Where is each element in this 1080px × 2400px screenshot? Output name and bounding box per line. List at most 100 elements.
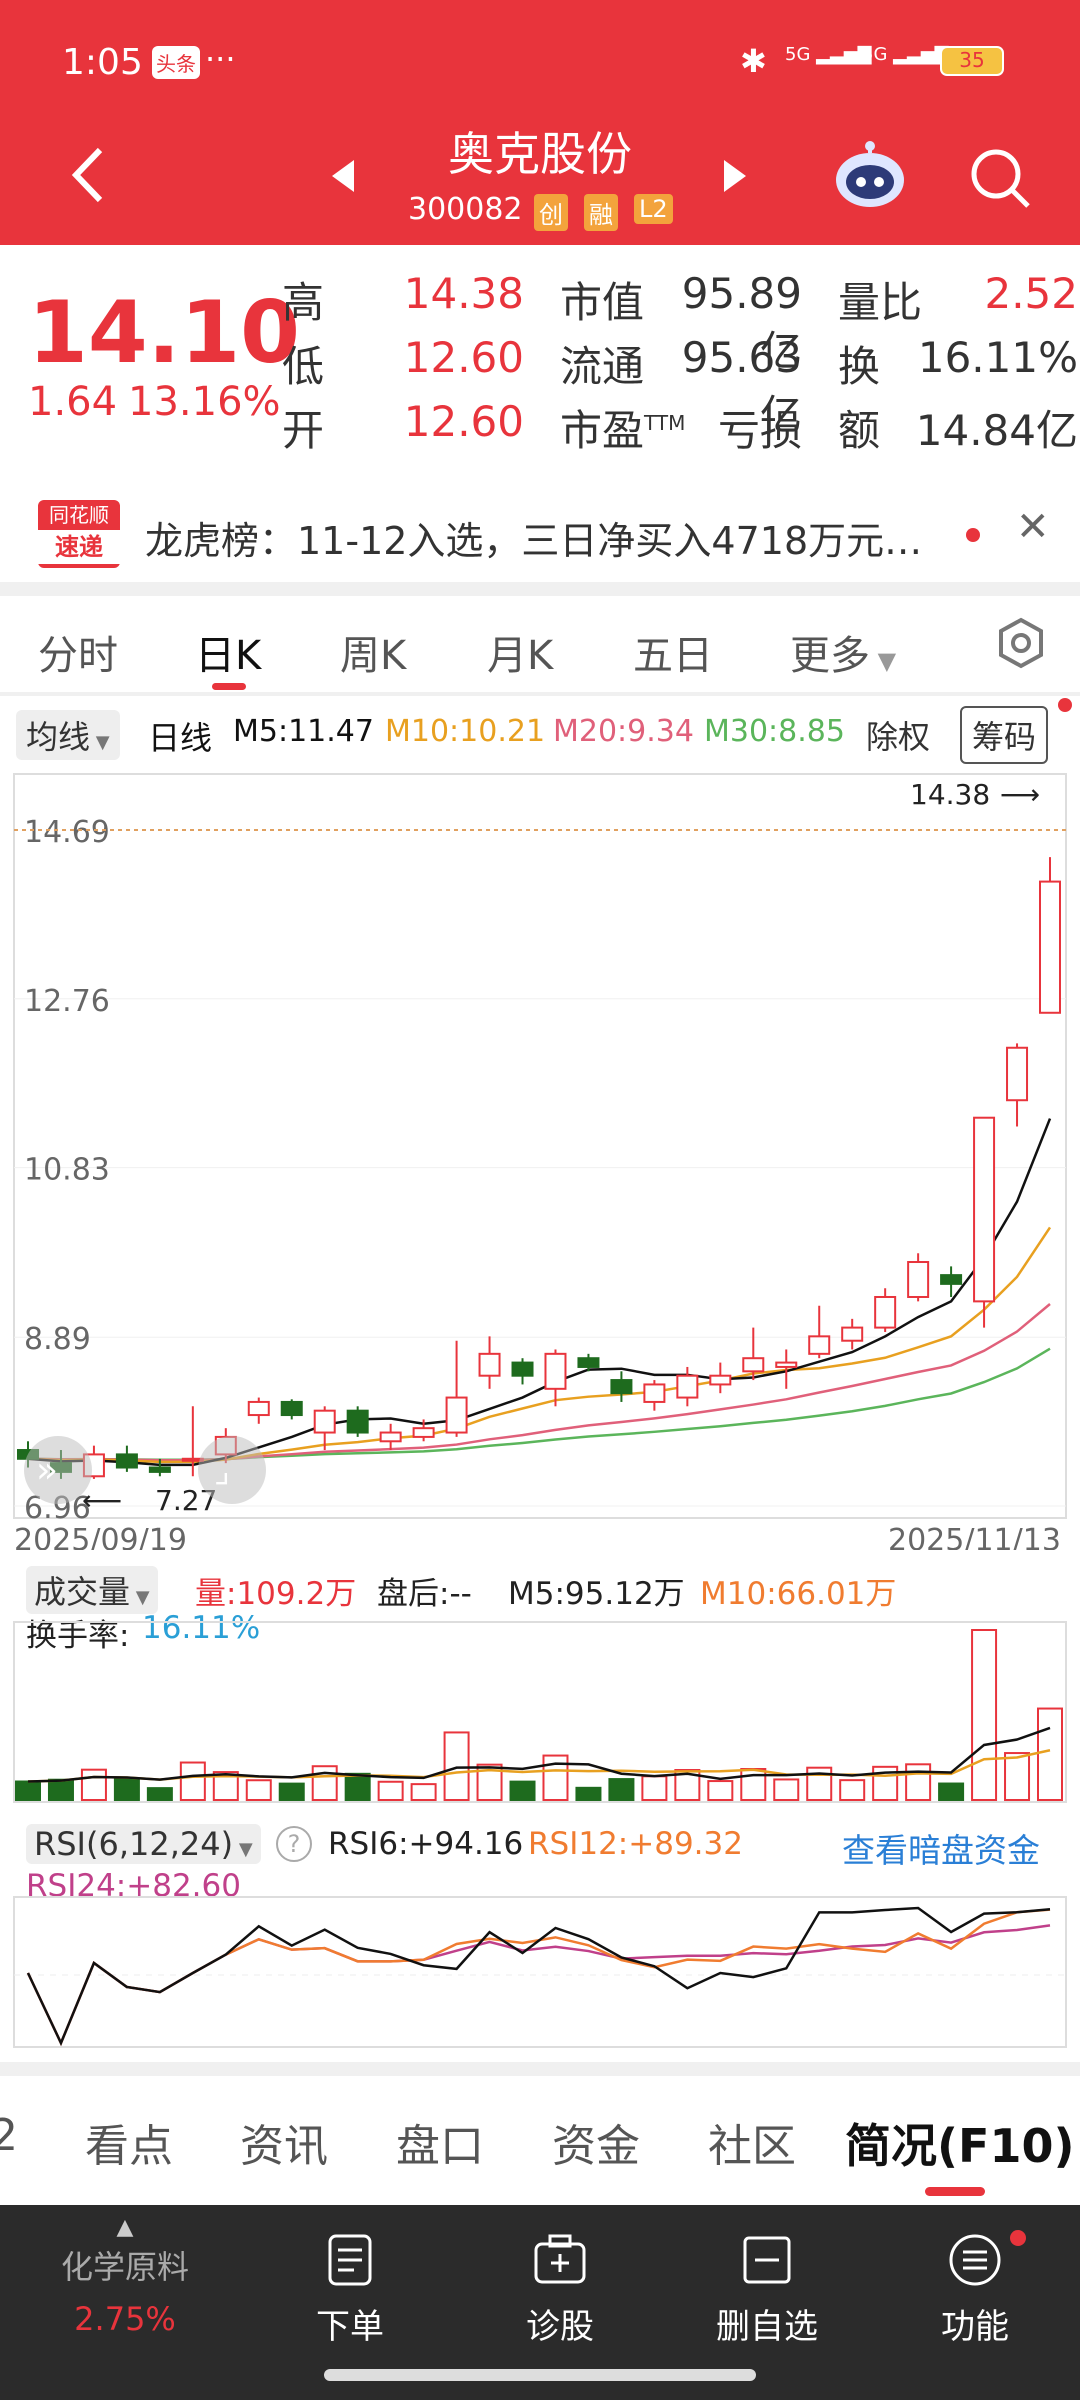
- menu-icon: [949, 2234, 1001, 2286]
- prev-stock-icon[interactable]: [330, 158, 356, 194]
- nav-order[interactable]: 下单: [275, 2230, 425, 2348]
- svg-text:⌟: ⌟: [214, 1451, 230, 1491]
- high-value: 14.38: [403, 269, 524, 318]
- news-text[interactable]: 龙虎榜：11-12入选，三日净买入4718万元…: [145, 519, 923, 563]
- candle-body: [1006, 1046, 1029, 1102]
- help-icon[interactable]: ?: [276, 1826, 312, 1862]
- chips-notif-dot: [1058, 698, 1072, 712]
- volume-bar: [47, 1778, 74, 1801]
- candle-body: [808, 1335, 831, 1355]
- dark-pool-link[interactable]: 查看暗盘资金: [842, 1831, 1040, 1870]
- tab-news[interactable]: 资讯: [240, 2121, 328, 2172]
- nav-order-label: 下单: [316, 2307, 384, 2347]
- info-tabs: 2 看点 资讯 盘口 资金 社区 简况(F10): [0, 2075, 1080, 2205]
- ma5-label: M5:11.47: [233, 714, 374, 749]
- volume-bar: [1037, 1707, 1063, 1801]
- rsi12-value: RSI12:+89.32: [528, 1826, 743, 1862]
- sector-indicator[interactable]: ▲ 化学原料 2.75%: [40, 2215, 210, 2338]
- tab-monthly-k[interactable]: 月K: [487, 633, 554, 679]
- rsi-frame: [13, 1896, 1067, 2048]
- kline-frame: [13, 773, 1067, 1519]
- candle-body: [247, 1400, 270, 1417]
- tab-active-underline: [212, 683, 246, 690]
- net2-label: 5G: [862, 44, 888, 65]
- tab-orderbook[interactable]: 盘口: [396, 2121, 484, 2172]
- tab-funds[interactable]: 资金: [552, 2121, 640, 2172]
- candle-body: [445, 1396, 468, 1434]
- candle-body: [412, 1427, 435, 1438]
- expand-chart-icon[interactable]: »: [24, 1436, 92, 1504]
- fullscreen-icon[interactable]: ⌟: [198, 1436, 266, 1504]
- chevron-up-icon: ▲: [116, 2215, 134, 2240]
- y-tick-label: 8.89: [24, 1322, 91, 1357]
- chips-button[interactable]: 筹码: [960, 706, 1049, 764]
- volume-bar: [113, 1778, 140, 1801]
- next-stock-icon[interactable]: [722, 158, 748, 194]
- open-label: 开: [282, 406, 325, 455]
- chevron-down-icon: ▼: [870, 647, 897, 675]
- nav-diagnose[interactable]: 诊股: [485, 2230, 635, 2348]
- candle-body: [115, 1453, 138, 1469]
- tab-partial[interactable]: 2: [0, 2110, 18, 2161]
- chevron-down-icon: ▼: [130, 1587, 150, 1608]
- low-value: 12.60: [403, 333, 524, 382]
- tab-daily-k[interactable]: 日K: [195, 633, 262, 679]
- tab-five-day[interactable]: 五日: [633, 633, 713, 679]
- volume-bar: [542, 1754, 569, 1801]
- y-tick-label: 10.83: [24, 1153, 110, 1188]
- diagnose-icon: [534, 2234, 586, 2284]
- volume-select[interactable]: 成交量 ▼: [26, 1566, 158, 1614]
- back-icon[interactable]: [68, 145, 108, 205]
- volume-bar: [938, 1782, 965, 1801]
- tab-f10-profile[interactable]: 简况(F10): [845, 2119, 1075, 2173]
- home-indicator[interactable]: [324, 2369, 756, 2381]
- rsi-select[interactable]: RSI(6,12,24) ▼: [26, 1824, 261, 1864]
- candle-body: [841, 1326, 864, 1342]
- search-icon[interactable]: [968, 146, 1032, 210]
- candle-body: [643, 1383, 666, 1403]
- tab-intraday[interactable]: 分时: [38, 633, 118, 679]
- volume-bar: [707, 1780, 734, 1802]
- volume-frame: [13, 1621, 1067, 1803]
- robot-assistant-icon[interactable]: [832, 140, 908, 210]
- pe-label-text: 市盈: [560, 406, 645, 455]
- badge-chuang: 创: [534, 194, 568, 231]
- close-icon[interactable]: ✕: [1016, 504, 1050, 550]
- news-ticker[interactable]: 同花顺 速递 龙虎榜：11-12入选，三日净买入4718万元… ✕: [0, 480, 1080, 580]
- exright-toggle[interactable]: 除权: [866, 718, 931, 756]
- logo-top-text: 同花顺: [49, 503, 109, 527]
- period-tabs: 分时 日K 周K 月K 五日 更多 ▼: [0, 595, 1080, 695]
- pe-ttm-sup: TTM: [644, 411, 686, 435]
- nav-remove-watchlist[interactable]: 删自选: [692, 2230, 842, 2348]
- period-label: 日线: [148, 719, 213, 757]
- more-notifs-icon: ···: [205, 40, 236, 78]
- rsi-legend: RSI(6,12,24) ▼ ? RSI6:+94.16 RSI12:+89.3…: [0, 1820, 1080, 1904]
- volume-bar: [410, 1783, 437, 1801]
- rsi-select-label: RSI(6,12,24): [34, 1825, 234, 1863]
- chart-settings-icon[interactable]: [995, 617, 1047, 669]
- volume-chart[interactable]: [0, 1620, 1080, 1810]
- volume-bar: [15, 1780, 41, 1802]
- tab-weekly-k[interactable]: 周K: [340, 633, 407, 679]
- mcap-label: 市值: [560, 278, 645, 327]
- volume-bar: [179, 1761, 206, 1801]
- tab-highlights[interactable]: 看点: [85, 2121, 173, 2172]
- candle-body: [907, 1261, 930, 1298]
- chevron-down-icon: ▼: [90, 732, 110, 753]
- volume-bar: [80, 1768, 107, 1802]
- volume-m5: M5:95.12万: [508, 1576, 685, 1612]
- candle-body: [775, 1361, 798, 1368]
- volume-bar: [641, 1775, 668, 1802]
- price-change: 1.64: [28, 379, 118, 425]
- tab-community[interactable]: 社区: [708, 2121, 796, 2172]
- price-change-pct: 13.16%: [128, 379, 281, 425]
- tab-more[interactable]: 更多 ▼: [790, 623, 896, 681]
- candle-body: [610, 1379, 633, 1395]
- ma-select[interactable]: 均线 ▼: [16, 710, 120, 760]
- low-label: 低: [282, 342, 325, 391]
- candle-body: [940, 1274, 963, 1285]
- rsi-chart[interactable]: [0, 1895, 1080, 2055]
- nav-functions[interactable]: 功能: [900, 2230, 1050, 2348]
- candle-body: [874, 1295, 897, 1329]
